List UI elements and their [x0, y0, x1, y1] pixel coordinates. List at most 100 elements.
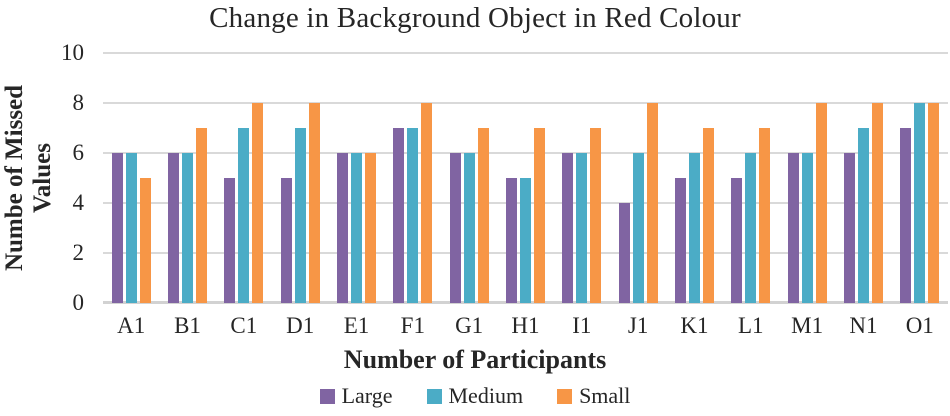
bar-E1-large [336, 153, 348, 303]
x-tick-label-D1: D1 [286, 313, 315, 338]
bar-group-M1 [779, 53, 835, 303]
plot-area [103, 52, 948, 304]
bar-H1-medium [519, 178, 531, 303]
bar-L1-medium [745, 153, 757, 303]
bar-G1-medium [463, 153, 475, 303]
bar-A1-small [139, 178, 151, 303]
bar-B1-large [167, 153, 179, 303]
bar-O1-large [900, 128, 912, 303]
bar-M1-large [787, 153, 799, 303]
legend: Large Medium Small [0, 385, 950, 407]
bar-N1-large [843, 153, 855, 303]
x-tick-labels: A1 B1 C1 D1 E1 F1 G1 H1 I1 J1 K1 L1 M1 N1 O1 [103, 313, 948, 339]
bar-I1-large [562, 153, 574, 303]
bar-N1-medium [857, 128, 869, 303]
bar-D1-medium [294, 128, 306, 303]
bar-group-F1 [385, 53, 441, 303]
x-tick-label-M1: M1 [791, 313, 824, 338]
x-tick-label-G1: G1 [455, 313, 484, 338]
bar-N1-small [871, 103, 883, 303]
bar-group-O1 [892, 53, 948, 303]
bar-group-D1 [272, 53, 328, 303]
bar-A1-large [111, 153, 123, 303]
bar-G1-small [477, 128, 489, 303]
bar-C1-large [224, 178, 236, 303]
bar-B1-medium [181, 153, 193, 303]
x-tick-label-C1: C1 [230, 313, 258, 338]
y-tick-label-0: 0 [72, 290, 85, 315]
y-tick-label-4: 4 [72, 190, 85, 215]
x-tick-label-J1: J1 [627, 313, 649, 338]
legend-item-medium: Medium [426, 383, 524, 408]
y-tick-label-6: 6 [72, 140, 85, 165]
legend-label-large: Large [341, 383, 393, 408]
bar-J1-medium [632, 153, 644, 303]
legend-item-large: Large [319, 383, 393, 408]
x-tick-label-I1: I1 [572, 313, 592, 338]
bar-group-B1 [159, 53, 215, 303]
bar-C1-medium [238, 128, 250, 303]
x-tick-label-L1: L1 [737, 313, 764, 338]
x-tick-label-K1: K1 [680, 313, 709, 338]
bar-I1-small [590, 128, 602, 303]
bar-L1-small [759, 128, 771, 303]
bar-group-C1 [216, 53, 272, 303]
bar-B1-small [195, 128, 207, 303]
bar-J1-large [618, 203, 630, 303]
legend-label-small: Small [579, 383, 631, 408]
y-tick-label-8: 8 [72, 90, 85, 115]
bar-L1-large [731, 178, 743, 303]
y-tick-label-10: 10 [61, 40, 84, 65]
bar-H1-large [505, 178, 517, 303]
legend-item-small: Small [557, 385, 630, 407]
bar-group-K1 [666, 53, 722, 303]
bar-group-J1 [610, 53, 666, 303]
bar-group-G1 [441, 53, 497, 303]
bar-D1-small [308, 103, 320, 303]
legend-label-medium: Medium [448, 383, 524, 408]
gridline-y6 [103, 152, 948, 154]
bar-M1-medium [801, 153, 813, 303]
bar-O1-small [928, 103, 940, 303]
bar-E1-medium [350, 153, 362, 303]
y-axis-label-line1: Numbe of Missed [1, 84, 29, 272]
x-tick-label-N1: N1 [849, 313, 878, 338]
bar-K1-medium [688, 153, 700, 303]
x-tick-label-E1: E1 [343, 313, 370, 338]
bar-H1-small [533, 128, 545, 303]
bar-group-L1 [723, 53, 779, 303]
legend-swatch-large [319, 388, 335, 404]
bar-group-H1 [497, 53, 553, 303]
chart-title: Change in Background Object in Red Colou… [209, 2, 741, 34]
bar-G1-large [449, 153, 461, 303]
bar-J1-small [646, 103, 658, 303]
bar-K1-small [702, 128, 714, 303]
x-tick-label-H1: H1 [511, 313, 540, 338]
x-tick-label-B1: B1 [174, 313, 201, 338]
bar-C1-small [252, 103, 264, 303]
bar-M1-small [815, 103, 827, 303]
bar-I1-medium [576, 153, 588, 303]
bar-A1-medium [125, 153, 137, 303]
bar-F1-large [393, 128, 405, 303]
gridline-y10 [103, 52, 948, 54]
legend-swatch-medium [426, 388, 442, 404]
bar-F1-small [421, 103, 433, 303]
bar-F1-medium [407, 128, 419, 303]
bar-O1-medium [914, 103, 926, 303]
x-tick-label-F1: F1 [400, 313, 425, 338]
y-tick-label-2: 2 [72, 240, 85, 265]
bar-E1-small [364, 153, 376, 303]
bar-group-I1 [554, 53, 610, 303]
legend-swatch-small [557, 388, 573, 404]
bar-group-N1 [835, 53, 891, 303]
gridline-y8 [103, 102, 948, 104]
bar-group-A1 [103, 53, 159, 303]
bar-group-E1 [328, 53, 384, 303]
x-axis-label: Number of Participants [343, 345, 607, 374]
bar-groups [103, 53, 948, 303]
bar-D1-large [280, 178, 292, 303]
x-tick-label-O1: O1 [905, 313, 934, 338]
bar-K1-large [674, 178, 686, 303]
